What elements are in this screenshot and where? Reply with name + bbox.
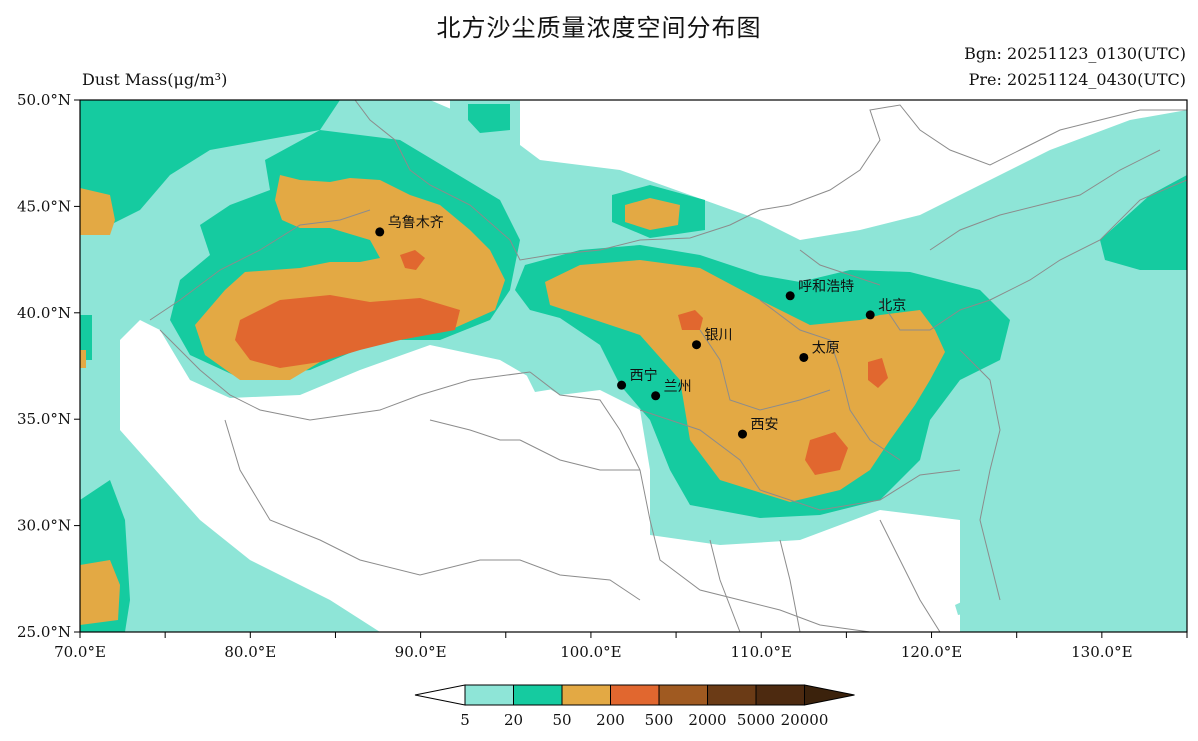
colorbar-tick-label: 50 (552, 711, 571, 729)
city-label: 太原 (812, 340, 840, 356)
dust-field (80, 100, 1187, 632)
colorbar-extend-low (414, 684, 466, 706)
x-axis-ticks: 70.0°E 80.0°E 90.0°E 100.0°E 110.0°E 120.0°E 1… (54, 632, 1188, 661)
x-tick-label: 100.0°E (560, 643, 621, 661)
prediction-time: Pre: 20251124_0430(UTC) (968, 70, 1186, 89)
x-tick-label: 120.0°E (901, 643, 962, 661)
city-label: 乌鲁木齐 (388, 215, 444, 231)
colorbar-tick-label: 2000 (688, 711, 726, 729)
y-tick-label: 50.0°N (17, 91, 71, 109)
city-label: 银川 (705, 328, 733, 344)
colorbar-segment (610, 684, 660, 706)
y-axis-ticks: 50.0°N 45.0°N 40.0°N 35.0°N 30.0°N 25.0°N (17, 91, 80, 641)
colorbar-segment (707, 684, 757, 706)
colorbar-segment (658, 684, 708, 706)
colorbar-tick-label: 20 (504, 711, 523, 729)
city-label: 西安 (750, 417, 778, 433)
colorbar-segment (513, 684, 563, 706)
city-dot (799, 352, 809, 362)
city-dot (785, 291, 795, 301)
x-tick-label: 90.0°E (395, 643, 447, 661)
city-dot (617, 380, 627, 390)
dust-level-200-500 (235, 250, 888, 475)
colorbar-segment (755, 684, 805, 706)
colorbar-tick-label: 5000 (737, 711, 775, 729)
colorbar-segment (464, 684, 514, 706)
x-tick-label: 130.0°E (1071, 643, 1132, 661)
x-tick-label: 110.0°E (731, 643, 792, 661)
province-borders (149, 100, 1187, 632)
colorbar-tick-label: 200 (596, 711, 625, 729)
city-dot (692, 340, 702, 350)
begin-time: Bgn: 20251123_0130(UTC) (964, 44, 1186, 63)
colorbar-segment (561, 684, 611, 706)
city-dot (737, 429, 747, 439)
map-title: 北方沙尘质量浓度空间分布图 (436, 14, 762, 42)
y-tick-label: 45.0°N (17, 197, 71, 215)
city-dot (651, 391, 661, 401)
colorbar-tick-label: 500 (645, 711, 674, 729)
y-tick-label: 30.0°N (17, 517, 71, 535)
x-tick-label: 70.0°E (54, 643, 106, 661)
colorbar-extend-high (804, 684, 855, 706)
city-label: 呼和浩特 (798, 279, 854, 295)
y-tick-label: 40.0°N (17, 304, 71, 322)
quantity-label: Dust Mass(μg/m³) (82, 70, 228, 89)
city-label: 兰州 (664, 379, 692, 395)
city-dot (375, 227, 385, 237)
y-tick-label: 35.0°N (17, 410, 71, 428)
city-label: 西宁 (630, 367, 658, 384)
y-tick-label: 25.0°N (17, 623, 71, 641)
city-dot (865, 310, 875, 320)
city-label: 北京 (878, 298, 906, 314)
colorbar-tick-label: 5 (460, 711, 470, 729)
colorbar: 5 20 50 200 500 2000 5000 20000 (414, 684, 855, 729)
map-frame (79, 99, 1188, 633)
colorbar-tick-label: 20000 (781, 711, 829, 729)
x-tick-label: 80.0°E (224, 643, 276, 661)
